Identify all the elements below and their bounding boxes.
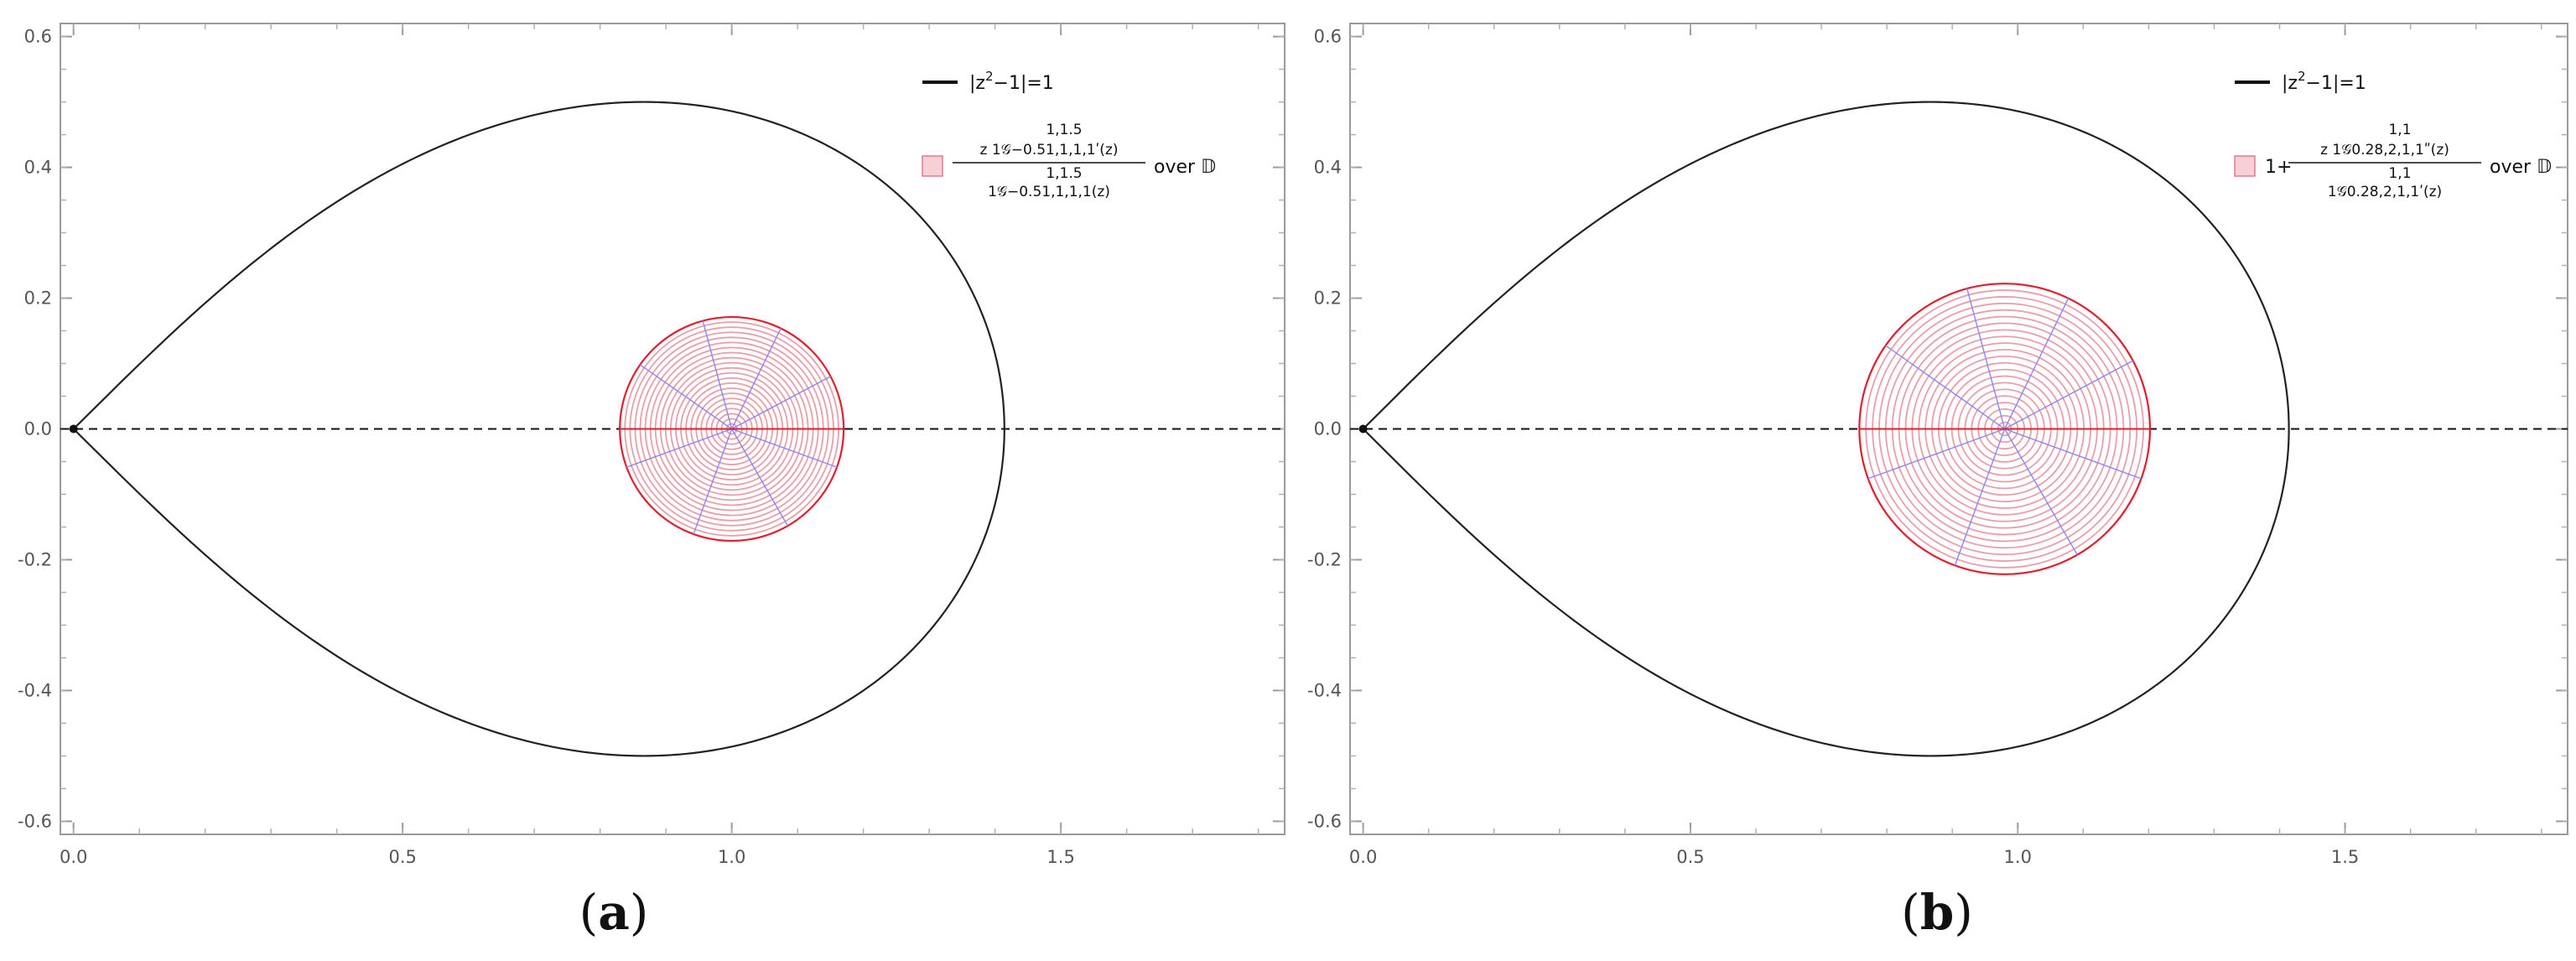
legend-curve-label: |z2−1|=1 [969,69,1054,94]
y-tick-label: 0.0 [1314,419,1342,439]
region-spoke [1867,428,2005,480]
region-spoke [693,429,733,535]
y-tick-label: -0.6 [18,811,52,831]
legend-region-denominator-sup: 1,1 [2388,165,2411,182]
region-spoke [731,376,831,430]
region-spoke [731,428,838,468]
region-spoke [639,364,733,430]
legend-curve-label: |z2−1|=1 [2282,69,2366,94]
x-tick-label: 1.5 [2331,847,2359,867]
x-tick-label: 1.5 [1046,847,1074,867]
region-spoke [731,328,782,429]
legend-region-numerator: z 1𝒢0.28,2,1,1ʺ(z) [2320,142,2449,158]
x-tick-label: 0.0 [60,847,87,867]
y-tick-label: -0.2 [18,549,52,569]
origin-point [69,424,78,434]
legend-region-denominator: 1𝒢−0.51,1,1,1(z) [988,184,1110,200]
y-tick-label: -0.4 [1307,680,1342,700]
y-tick-label: 0.6 [1314,27,1342,47]
panel-caption: (a) [579,884,649,941]
panel-a: 0.0 0.5 1.0 1.5 -0.6 -0.4 -0.2 0.0 0.2 0.4 0.6 |z2−… [18,23,1285,941]
y-tick-label: 0.4 [1314,158,1342,178]
y-tick-label: -0.6 [1307,811,1342,831]
legend-region-numerator-sup: 1,1 [2388,122,2411,138]
x-tick-label: 1.0 [2004,847,2032,867]
lemniscate-boundary-curve [1362,101,2290,757]
legend-region-numerator-sup: 1,1.5 [1046,122,1082,138]
legend-region-swatch [2234,155,2256,177]
region-spoke [2004,429,2078,555]
x-tick-label: 0.5 [388,847,416,867]
region-spoke [1954,429,2006,566]
region-spoke [702,320,733,429]
legend-region-suffix: over 𝔻 [1154,157,1216,178]
region-spoke [1885,345,2006,430]
origin-point [1358,424,1368,434]
y-tick-label: 0.4 [24,158,52,178]
legend-region-suffix: over 𝔻 [2490,157,2552,178]
y-tick-label: -0.4 [18,680,52,700]
legend-region-prefix: 1+ [2265,157,2292,178]
region-spoke [731,429,788,527]
y-tick-label: -0.2 [1307,549,1342,569]
legend-region-denominator-sup: 1,1.5 [1046,165,1082,182]
y-tick-label: 0.2 [24,288,52,309]
region-spoke [2004,428,2142,480]
region-spoke [2004,298,2070,429]
legend-region-swatch [922,155,943,177]
region-spoke [2004,360,2133,430]
lemniscate-boundary-curve [72,101,1005,757]
region-spoke [626,428,732,468]
legend-region-denominator: 1𝒢0.28,2,1,1ʹ(z) [2328,184,2442,200]
region-spoke [1966,288,2006,429]
y-tick-label: 0.2 [1314,288,1342,309]
x-tick-label: 1.0 [718,847,745,867]
panel-caption: (b) [1901,884,1973,941]
legend-region-numerator: z 1𝒢−0.51,1,1,1ʹ(z) [980,142,1119,158]
y-tick-label: 0.6 [24,27,52,47]
x-tick-label: 0.0 [1349,847,1377,867]
y-tick-label: 0.0 [24,419,52,439]
x-tick-label: 0.5 [1676,847,1704,867]
panel-b: 0.0 0.5 1.0 1.5 -0.6 -0.4 -0.2 0.0 0.2 0.4 0.6 |z2−… [1307,23,2568,941]
